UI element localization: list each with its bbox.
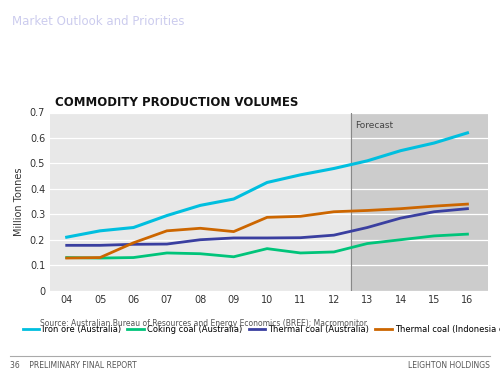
Text: 36    PRELIMINARY FINAL REPORT: 36 PRELIMINARY FINAL REPORT	[10, 362, 136, 370]
Text: Forecast: Forecast	[356, 121, 394, 130]
Text: LEIGHTON HOLDINGS: LEIGHTON HOLDINGS	[408, 362, 490, 370]
Bar	[350, 112, 488, 291]
Text: Market Outlook and Priorities: Market Outlook and Priorities	[12, 15, 185, 27]
Text: AUSTRALIAN RESOURCES MARKET: AUSTRALIAN RESOURCES MARKET	[12, 63, 252, 76]
Legend: Iron ore (Australia), Coking coal (Australia), Thermal coal (Australia), Thermal: Iron ore (Australia), Coking coal (Austr…	[19, 321, 500, 337]
Text: COMMODITY PRODUCTION VOLUMES: COMMODITY PRODUCTION VOLUMES	[55, 96, 298, 109]
Text: Source: Australian Bureau of Resources and Energy Economics (BREE); Macromonitor: Source: Australian Bureau of Resources a…	[40, 320, 367, 328]
Y-axis label: Million Tonnes: Million Tonnes	[14, 167, 24, 236]
